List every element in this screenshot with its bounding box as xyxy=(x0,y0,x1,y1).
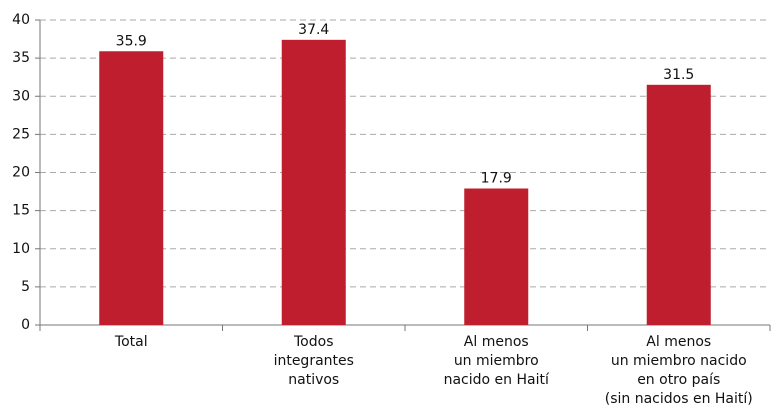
x-tick-label: Total xyxy=(114,334,148,350)
y-tick-label: 0 xyxy=(21,317,30,333)
value-label: 37.4 xyxy=(298,22,329,38)
y-tick-label: 5 xyxy=(21,279,30,295)
y-tick-label: 15 xyxy=(12,203,30,219)
bar xyxy=(281,39,346,325)
x-tick-label: Al menos un miembro nacido en Haití xyxy=(443,334,549,388)
y-tick-label: 10 xyxy=(12,241,30,257)
y-tick-label: 25 xyxy=(12,126,30,142)
y-tick-label: 40 xyxy=(12,12,30,28)
value-label: 31.5 xyxy=(663,67,694,83)
y-tick-label: 20 xyxy=(12,165,30,181)
bar xyxy=(99,51,164,325)
x-tick-label: Todos integrantes nativos xyxy=(273,334,354,388)
y-tick-label: 30 xyxy=(12,88,30,104)
bar xyxy=(464,188,529,325)
bar xyxy=(646,84,711,325)
value-label: 17.9 xyxy=(481,171,512,187)
y-tick-label: 35 xyxy=(12,50,30,66)
value-label: 35.9 xyxy=(116,33,147,49)
x-tick-label: Al menos un miembro nacido en otro país … xyxy=(604,334,753,407)
